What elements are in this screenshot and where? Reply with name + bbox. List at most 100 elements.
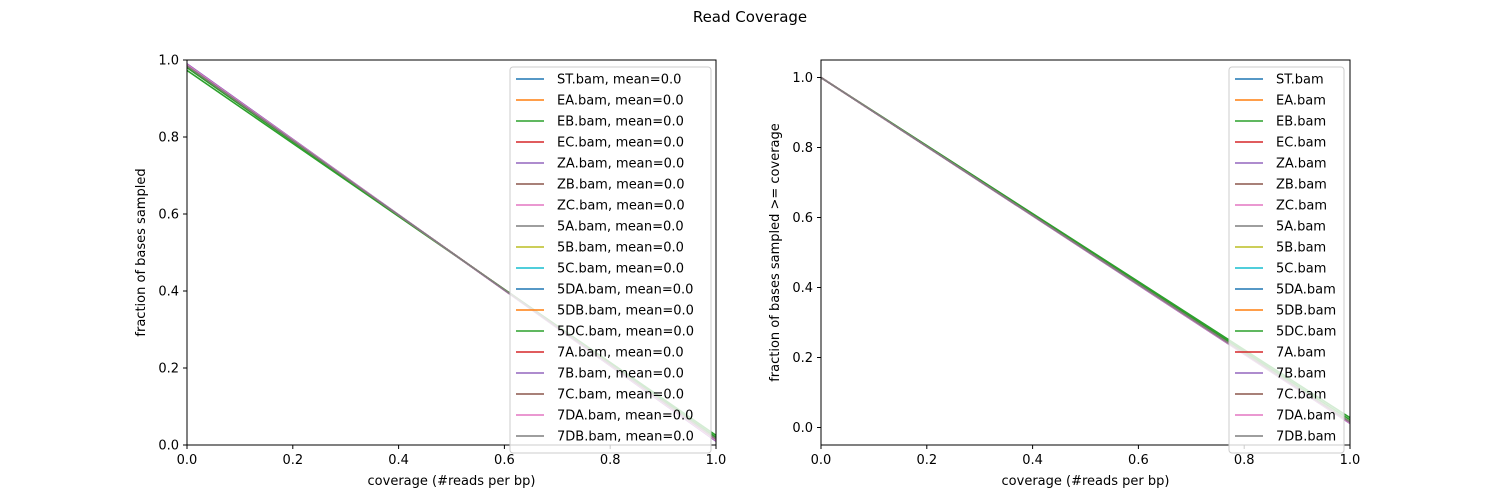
legend-label: 5DB.bam, mean=0.0 — [557, 304, 694, 319]
legend-label: 5DC.bam, mean=0.0 — [557, 325, 694, 340]
legend-label: 7DA.bam — [1276, 409, 1336, 424]
legend-item: 5B.bam, mean=0.0 — [516, 241, 684, 256]
legend-label: 5A.bam — [1276, 220, 1326, 235]
legend-label: ZC.bam, mean=0.0 — [557, 199, 685, 214]
legend-label: 7B.bam, mean=0.0 — [557, 367, 684, 382]
y-tick-label: 0.0 — [792, 421, 813, 436]
legend-item: ZB.bam — [1235, 178, 1327, 193]
legend-label: EA.bam, mean=0.0 — [557, 94, 684, 109]
x-tick-label: 1.0 — [706, 453, 727, 468]
legend-label: ZA.bam, mean=0.0 — [557, 157, 684, 172]
legend-label: 7B.bam — [1276, 367, 1326, 382]
axes-frame — [186, 59, 717, 446]
legend-item: EA.bam — [1235, 94, 1326, 109]
legend-item: 5DA.bam, mean=0.0 — [516, 283, 693, 298]
y-axis-label: fraction of bases sampled >= coverage — [768, 123, 783, 382]
legend-label: 7DA.bam, mean=0.0 — [557, 409, 693, 424]
legend-item: 7A.bam — [1235, 346, 1326, 361]
legend-label: 7A.bam, mean=0.0 — [557, 346, 684, 361]
legend-label: 5DA.bam, mean=0.0 — [557, 283, 693, 298]
x-tick-label: 0.0 — [811, 453, 832, 468]
legend-label: 5DA.bam — [1276, 283, 1336, 298]
legend-item: 7A.bam, mean=0.0 — [516, 346, 684, 361]
x-tick-label: 0.6 — [494, 453, 515, 468]
coverage-panel-left: 0.0 0.2 0.4 0.6 0.8 1.0 0.0 0.2 0.4 0.6 0.8 1.0 cove… — [134, 54, 726, 490]
legend-item: 7B.bam, mean=0.0 — [516, 367, 684, 382]
x-tick-label: 0.2 — [916, 453, 937, 468]
legend-label: 5DC.bam — [1276, 325, 1336, 340]
legend-label: 7DB.bam — [1276, 430, 1336, 445]
legend-item: EC.bam — [1235, 136, 1326, 151]
legend-label: ST.bam — [1276, 73, 1324, 88]
legend-item: EB.bam, mean=0.0 — [516, 115, 684, 130]
y-tick-label: 0.8 — [792, 141, 813, 156]
legend-label: ZB.bam, mean=0.0 — [557, 178, 685, 193]
legend-item: 7DA.bam — [1235, 409, 1336, 424]
legend-item: 5C.bam — [1235, 262, 1326, 277]
legend-item: 5DC.bam, mean=0.0 — [516, 325, 694, 340]
legend-item: ZC.bam — [1235, 199, 1327, 214]
y-tick-label: 0.6 — [792, 211, 813, 226]
legend: ST.bam, mean=0.0 EA.bam, mean=0.0 EB.bam, … — [509, 66, 712, 454]
legend-label: ST.bam, mean=0.0 — [557, 73, 681, 88]
x-tick-label: 0.6 — [1128, 453, 1149, 468]
y-axis-label: fraction of bases sampled — [134, 168, 149, 336]
legend-item: ST.bam — [1235, 73, 1324, 88]
legend-item: 5DB.bam — [1235, 304, 1336, 319]
legend-label: 5C.bam — [1276, 262, 1326, 277]
legend-label: ZB.bam — [1276, 178, 1327, 193]
legend-item: 5A.bam, mean=0.0 — [516, 220, 684, 235]
y-tick-label: 0.0 — [158, 439, 179, 454]
legend-item: 5DC.bam — [1235, 325, 1336, 340]
x-axis-label: coverage (#reads per bp) — [1002, 474, 1170, 489]
legend-label: ZA.bam — [1276, 157, 1327, 172]
legend-item: EB.bam — [1235, 115, 1326, 130]
legend-item: 5A.bam — [1235, 220, 1326, 235]
legend-item: ZA.bam — [1235, 157, 1327, 172]
legend-item: ZC.bam, mean=0.0 — [516, 199, 685, 214]
x-tick-label: 0.4 — [388, 453, 409, 468]
legend-item: 7DA.bam, mean=0.0 — [516, 409, 693, 424]
y-tick-label: 1.0 — [792, 71, 813, 86]
x-axis-label: coverage (#reads per bp) — [368, 474, 536, 489]
legend-label: 5DB.bam — [1276, 304, 1336, 319]
legend-item: EA.bam, mean=0.0 — [516, 94, 684, 109]
figure-title: Read Coverage — [693, 8, 807, 26]
legend-label: 7DB.bam, mean=0.0 — [557, 430, 694, 445]
legend-item: 7C.bam — [1235, 388, 1326, 403]
legend-label: 7C.bam — [1276, 388, 1326, 403]
x-tick-label: 0.0 — [177, 453, 198, 468]
y-tick-label: 0.2 — [158, 362, 179, 377]
coverage-panel-right: 0.0 0.2 0.4 0.6 0.8 1.0 0.0 0.2 0.4 0.6 0.8 1.0 cove… — [768, 59, 1361, 489]
legend-label: ZC.bam — [1276, 199, 1327, 214]
y-tick-label: 0.4 — [158, 285, 179, 300]
legend-label: EC.bam — [1276, 136, 1326, 151]
y-tick-label: 0.2 — [792, 351, 813, 366]
legend-item: EC.bam, mean=0.0 — [516, 136, 684, 151]
y-tick-label: 1.0 — [158, 54, 179, 69]
legend-item: 7DB.bam, mean=0.0 — [516, 430, 694, 445]
legend-item: 7C.bam, mean=0.0 — [516, 388, 684, 403]
legend-label: EB.bam — [1276, 115, 1326, 130]
x-tick-label: 0.2 — [282, 453, 303, 468]
legend-label: 5A.bam, mean=0.0 — [557, 220, 684, 235]
legend-label: EC.bam, mean=0.0 — [557, 136, 684, 151]
legend-item: 7DB.bam — [1235, 430, 1336, 445]
legend-label: 5C.bam, mean=0.0 — [557, 262, 684, 277]
y-tick-label: 0.4 — [792, 281, 813, 296]
x-tick-label: 0.4 — [1022, 453, 1043, 468]
legend-label: 5B.bam — [1276, 241, 1326, 256]
legend-label: 5B.bam, mean=0.0 — [557, 241, 684, 256]
x-tick-label: 0.8 — [1234, 453, 1255, 468]
legend-item: 7B.bam — [1235, 367, 1326, 382]
legend-item: ZA.bam, mean=0.0 — [516, 157, 684, 172]
y-tick-label: 0.6 — [158, 208, 179, 223]
x-tick-label: 1.0 — [1340, 453, 1361, 468]
legend-item: 5C.bam, mean=0.0 — [516, 262, 684, 277]
axes-frame — [820, 59, 1351, 446]
legend-item: 5B.bam — [1235, 241, 1326, 256]
legend: ST.bam EA.bam EB.bam EC.bam ZA.bam ZB.bam ZC.b… — [1228, 66, 1345, 454]
legend-item: ST.bam, mean=0.0 — [516, 73, 681, 88]
legend-item: 5DB.bam, mean=0.0 — [516, 304, 694, 319]
